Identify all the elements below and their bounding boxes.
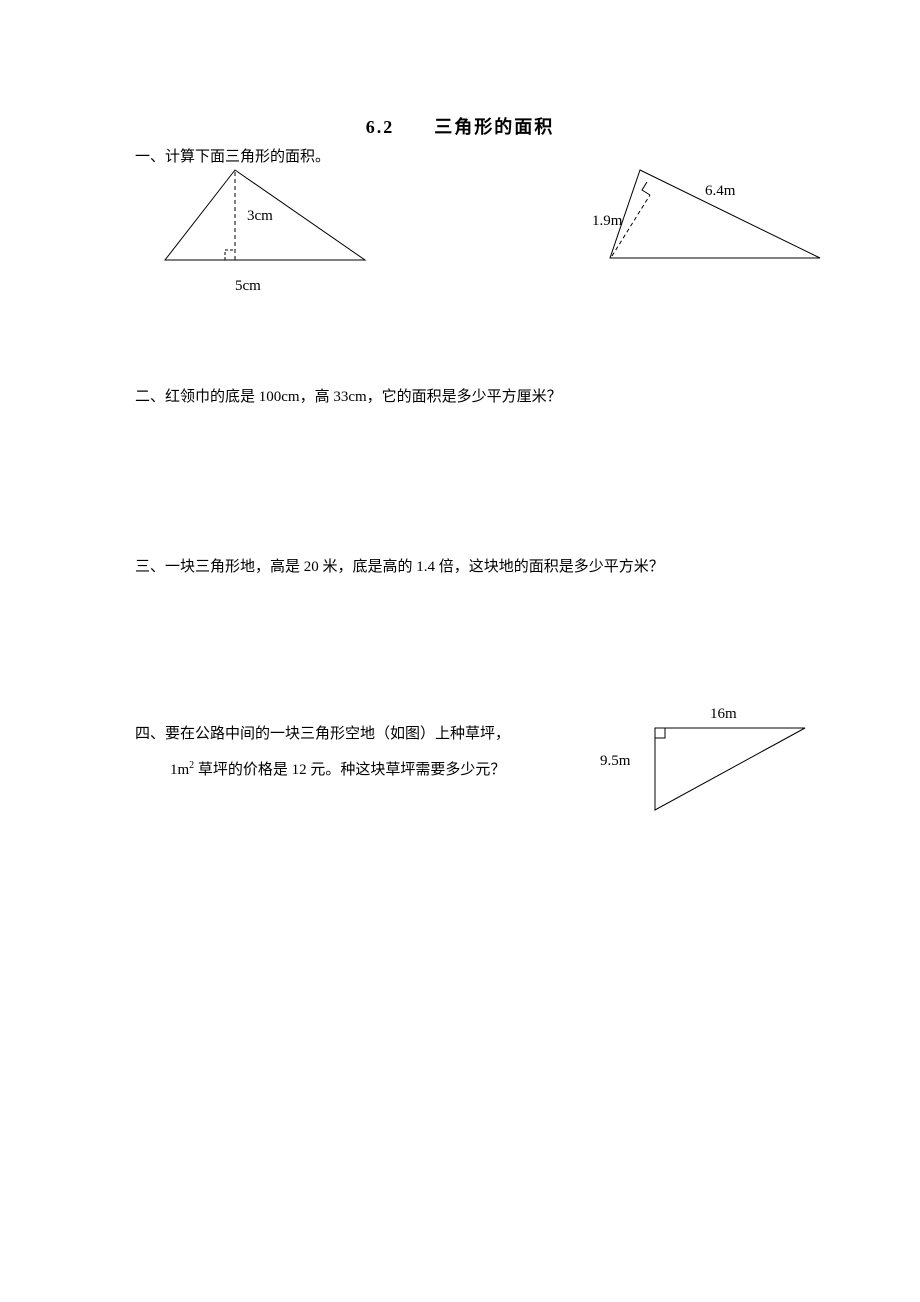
q2-text: 二、红领巾的底是 100cm，高 33cm，它的面积是多少平方厘米？ (135, 385, 562, 406)
page-title: 6.2 三角形的面积 (0, 113, 920, 139)
worksheet-page: 6.2 三角形的面积 一、计算下面三角形的面积。 3cm 5cm (0, 0, 920, 1302)
q1a-height-label: 3cm (247, 208, 273, 224)
q4-line1: 四、要在公路中间的一块三角形空地（如图）上种草坪， (135, 722, 510, 743)
q4-line2-post: 草坪的价格是 12 元。种这块草坪需要多少元？ (194, 762, 505, 778)
q4-height-label: 9.5m (600, 753, 631, 769)
q1a-base-label: 5cm (235, 278, 261, 294)
q3-text: 三、一块三角形地，高是 20 米，底是高的 1.4 倍，这块地的面积是多少平方米… (135, 555, 664, 576)
q4-line2-pre: 1m (170, 762, 189, 778)
q4-line2: 1m2 草坪的价格是 12 元。种这块草坪需要多少元？ (170, 758, 505, 779)
q1b-height-label: 1.9m (592, 213, 623, 229)
q1-triangle-a: 3cm 5cm (155, 160, 395, 310)
q1-triangle-b: 6.4m 1.9m (570, 160, 830, 290)
q4-triangle: 16m 9.5m (600, 700, 830, 830)
q1b-side-label: 6.4m (705, 183, 736, 199)
q4-base-label: 16m (710, 706, 737, 722)
